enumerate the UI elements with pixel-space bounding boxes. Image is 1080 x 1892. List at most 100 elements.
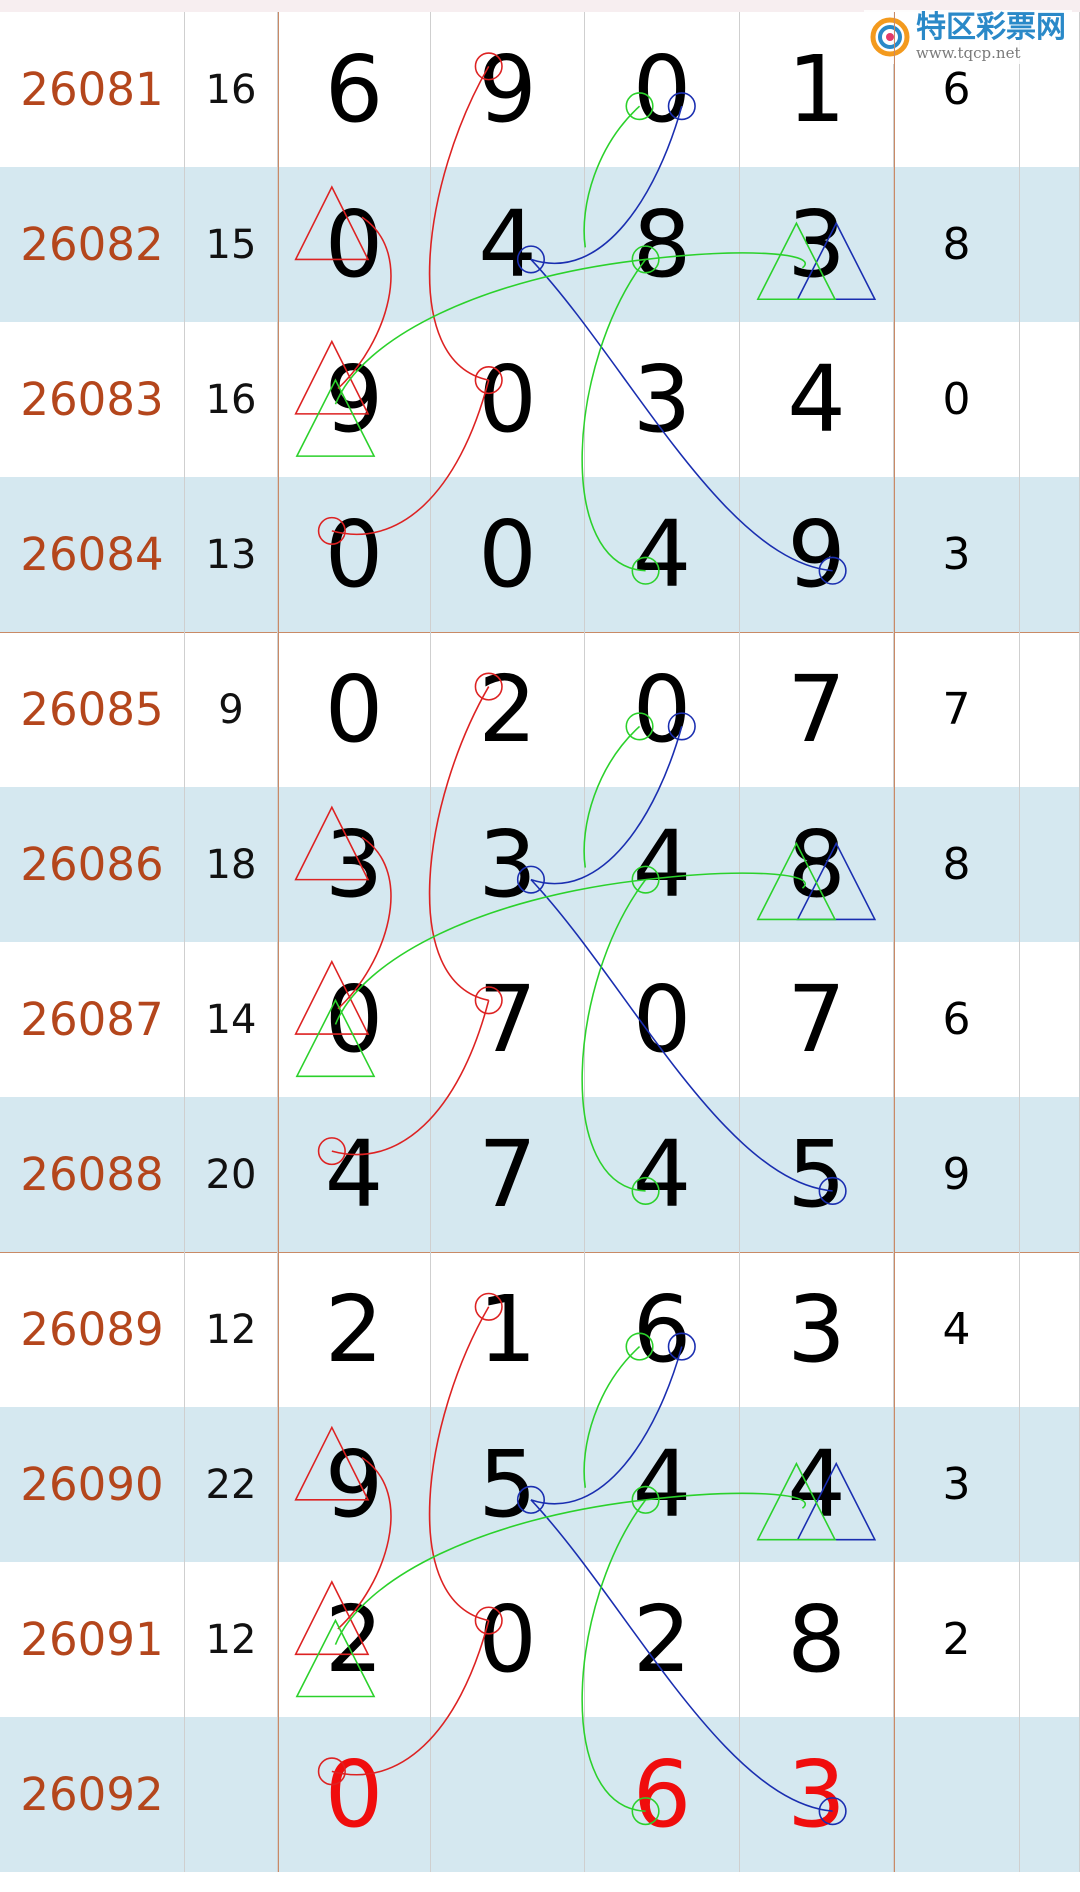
empty-cell <box>1020 632 1080 787</box>
digit: 4 <box>278 1097 431 1252</box>
column-separator <box>894 12 895 1872</box>
digit: 8 <box>585 167 740 322</box>
issue-number: 26083 <box>0 322 185 477</box>
empty-cell <box>1020 1407 1080 1562</box>
extra-digit: 8 <box>894 167 1020 322</box>
table-row: 26083 16 9 0 3 4 0 <box>0 322 1080 477</box>
logo-icon <box>870 17 910 57</box>
digit: 4 <box>740 1407 894 1562</box>
digit: 5 <box>431 1407 585 1562</box>
digit: 4 <box>740 322 894 477</box>
issue-number: 26082 <box>0 167 185 322</box>
sum <box>185 1717 278 1872</box>
digit: 4 <box>585 477 740 632</box>
digit: 8 <box>740 787 894 942</box>
digit: 0 <box>431 477 585 632</box>
table-row: 26088 20 4 7 4 5 9 <box>0 1097 1080 1252</box>
group-separator <box>0 632 1080 633</box>
issue-number: 26087 <box>0 942 185 1097</box>
issue-number: 26084 <box>0 477 185 632</box>
digit: 3 <box>740 1717 894 1872</box>
digit: 4 <box>431 167 585 322</box>
sum: 15 <box>185 167 278 322</box>
digit: 9 <box>740 477 894 632</box>
empty-cell <box>1020 787 1080 942</box>
table-row: 26084 13 0 0 4 9 3 <box>0 477 1080 632</box>
logo-name: 特区彩票网 <box>916 10 1066 45</box>
sum: 20 <box>185 1097 278 1252</box>
digit <box>431 1717 585 1872</box>
table-row: 26086 18 3 3 4 8 8 <box>0 787 1080 942</box>
digit: 2 <box>585 1562 740 1717</box>
digit: 6 <box>585 1252 740 1407</box>
digit: 4 <box>585 787 740 942</box>
issue-number: 26085 <box>0 632 185 787</box>
extra-digit: 6 <box>894 12 1020 167</box>
digit: 3 <box>431 787 585 942</box>
digit: 0 <box>585 12 740 167</box>
digit: 6 <box>278 12 431 167</box>
digit: 0 <box>278 942 431 1097</box>
digit: 0 <box>431 322 585 477</box>
issue-number: 26088 <box>0 1097 185 1252</box>
empty-cell <box>1020 1097 1080 1252</box>
extra-digit: 3 <box>894 1407 1020 1562</box>
table-row: 26090 22 9 5 4 4 3 <box>0 1407 1080 1562</box>
issue-number: 26091 <box>0 1562 185 1717</box>
extra-digit: 0 <box>894 322 1020 477</box>
sum: 12 <box>185 1562 278 1717</box>
digit: 3 <box>278 787 431 942</box>
sum: 12 <box>185 1252 278 1407</box>
digit: 0 <box>431 1562 585 1717</box>
sum: 13 <box>185 477 278 632</box>
digit: 7 <box>431 1097 585 1252</box>
table-row: 26085 9 0 2 0 7 7 <box>0 632 1080 787</box>
extra-digit: 7 <box>894 632 1020 787</box>
extra-digit: 6 <box>894 942 1020 1097</box>
table-row: 26091 12 2 0 2 8 2 <box>0 1562 1080 1717</box>
issue-number: 26089 <box>0 1252 185 1407</box>
digit: 5 <box>740 1097 894 1252</box>
extra-digit: 9 <box>894 1097 1020 1252</box>
table-row: 26089 12 2 1 6 3 4 <box>0 1252 1080 1407</box>
digit: 2 <box>278 1562 431 1717</box>
sum: 16 <box>185 322 278 477</box>
issue-number: 26081 <box>0 12 185 167</box>
digit: 6 <box>585 1717 740 1872</box>
extra-digit: 4 <box>894 1252 1020 1407</box>
digit: 0 <box>585 942 740 1097</box>
issue-number: 26090 <box>0 1407 185 1562</box>
digit: 9 <box>278 322 431 477</box>
empty-cell <box>1020 1562 1080 1717</box>
empty-cell <box>1020 1252 1080 1407</box>
digit: 9 <box>431 12 585 167</box>
extra-digit: 3 <box>894 477 1020 632</box>
digit: 0 <box>278 1717 431 1872</box>
digit: 3 <box>740 1252 894 1407</box>
digit: 7 <box>740 632 894 787</box>
digit: 4 <box>585 1407 740 1562</box>
digit: 2 <box>431 632 585 787</box>
digit: 4 <box>585 1097 740 1252</box>
sum: 16 <box>185 12 278 167</box>
empty-cell <box>1020 167 1080 322</box>
digit: 1 <box>431 1252 585 1407</box>
table-row: 26082 15 0 4 8 3 8 <box>0 167 1080 322</box>
digit: 9 <box>278 1407 431 1562</box>
sum: 18 <box>185 787 278 942</box>
issue-number: 26092 <box>0 1717 185 1872</box>
top-strip <box>0 0 1080 12</box>
digit: 0 <box>278 632 431 787</box>
extra-digit <box>894 1717 1020 1872</box>
digit: 3 <box>585 322 740 477</box>
digit: 7 <box>431 942 585 1097</box>
sum: 9 <box>185 632 278 787</box>
empty-cell <box>1020 477 1080 632</box>
table-row: 26092 0 6 3 <box>0 1717 1080 1872</box>
logo-url: www.tqcp.net <box>916 44 1021 62</box>
digit: 2 <box>278 1252 431 1407</box>
empty-cell <box>1020 942 1080 1097</box>
extra-digit: 8 <box>894 787 1020 942</box>
digit: 7 <box>740 942 894 1097</box>
